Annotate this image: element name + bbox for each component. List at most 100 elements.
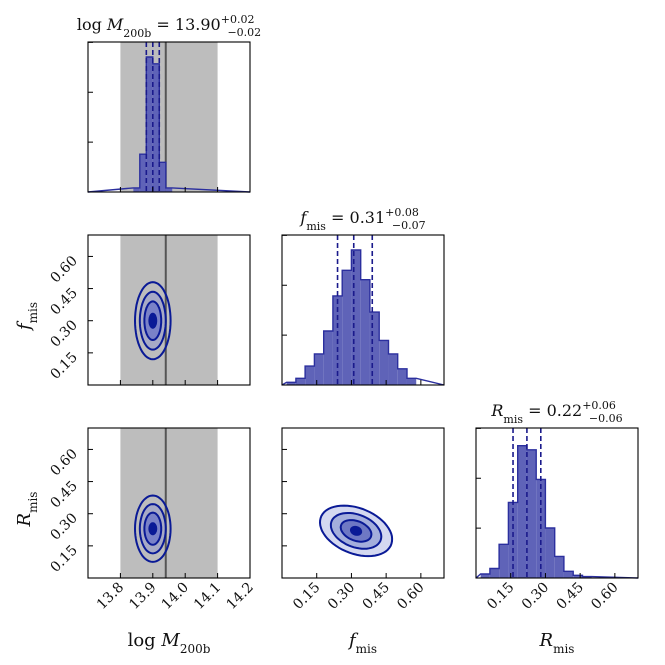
title-err-plus: +0.06 [582,399,616,412]
hist-bar [351,250,361,385]
hist-bar [295,378,306,385]
y-axis-label: Rmis [14,492,40,528]
contour-level [350,525,363,536]
hist-bar [314,353,324,385]
y-tick-label: 0.45 [47,285,80,318]
contour-panel-logM-Rmis [87,427,251,579]
title-err-plus: +0.02 [221,13,255,26]
title-err-plus: +0.08 [385,206,419,219]
title-subscript: mis [306,220,326,233]
hist-bar [489,568,500,578]
panel-frame [475,427,639,579]
x-tick-label: 13.9 [126,580,159,613]
title-equals: = [151,15,175,34]
contour-level [148,312,158,329]
axis-label-subscript: mis [553,642,574,656]
contour-panel-logM-fmis [87,234,251,386]
axis-label-prefix: log [128,630,162,651]
panel-frame [281,234,445,386]
x-tick-label: 14.1 [191,580,224,613]
panel-title: log M200b = 13.90+0.02 −0.02 [77,13,261,40]
title-err-minus: −0.07 [392,219,426,232]
title-median: 0.22 [547,401,583,420]
prior-band [120,42,218,192]
hist-bar [286,382,296,385]
title-err-minus: −0.06 [589,412,623,425]
title-median: 13.90 [175,15,221,34]
x-tick-label: 0.30 [325,580,358,613]
x-tick-label: 14.0 [159,580,192,613]
x-axis-label: fmis [347,630,377,656]
panel-frame [87,234,251,386]
hist-bar [165,187,173,192]
hist-bar [305,366,315,385]
axis-label-subscript: mis [26,492,40,513]
axis-label-symbol: R [14,513,35,528]
hist-bar [159,162,166,192]
y-axis-label: fmis [14,302,40,332]
hist-bar [573,575,583,578]
hist-bar [397,368,407,385]
x-tick-label: 0.60 [394,580,427,613]
title-equals: = [326,208,350,227]
title-symbol: R [490,401,503,420]
panel-title: Rmis = 0.22+0.06 −0.06 [490,399,622,426]
x-axis-label: Rmis [539,630,575,656]
y-tick-label: 0.15 [47,349,80,382]
y-tick-label: 0.15 [47,542,80,575]
title-subscript: mis [503,413,523,426]
hist-outline [281,249,445,386]
hist-panel-logM: log M200b = 13.90+0.02 −0.02 [77,13,261,193]
x-tick-label: 13.8 [94,580,127,613]
contour-level [133,281,172,361]
hist-bar [480,573,490,578]
title-symbol: f [299,208,309,227]
y-tick-label: 0.60 [47,253,80,286]
hist-bar [152,63,160,192]
panel-frame [87,427,251,579]
hist-bar [360,279,370,385]
hist-panel-Rmis: Rmis = 0.22+0.06 −0.06 [475,399,639,579]
hist-bar [146,57,153,192]
hist-bar [517,445,527,578]
axis-label-symbol: R [539,630,554,651]
prior-band [120,428,218,578]
hist-bar [499,544,509,578]
title-symbol: M [106,15,124,34]
hist-panel-fmis: fmis = 0.31+0.08 −0.07 [281,206,445,386]
hist-bar [526,449,537,578]
contour-level [148,522,158,536]
title-subscript: 200b [123,27,151,40]
hist-bar [545,528,555,578]
hist-bar [139,154,147,192]
hist-bar [323,331,333,385]
y-tick-label: 0.30 [47,510,80,543]
hist-bar [342,270,352,385]
x-tick-label: 0.30 [519,580,552,613]
panel-frame [281,427,445,579]
contour-panel-fmis-Rmis [281,427,445,579]
hist-bar [133,187,140,192]
hist-bar [563,571,574,578]
axis-label-subscript: mis [356,642,377,656]
x-axis-label: log M200b [128,630,211,656]
x-tick-label: 0.45 [360,580,393,613]
title-err-minus: −0.02 [227,26,261,39]
title-median: 0.31 [350,208,386,227]
axis-label-symbol: M [160,630,180,651]
hist-bar [406,378,417,385]
x-tick-label: 0.45 [554,580,587,613]
panel-frame [87,41,251,193]
axis-label-subscript: mis [26,302,40,323]
hist-bar [554,556,564,578]
y-tick-label: 0.60 [47,446,80,479]
hist-bar [379,340,389,385]
title-prefix: log [77,15,107,34]
contour-level [133,494,172,563]
y-tick-label: 0.30 [47,317,80,350]
panel-title: fmis = 0.31+0.08 −0.07 [299,206,425,233]
x-tick-label: 0.60 [588,580,621,613]
hist-bar [369,312,380,385]
hist-bar [388,353,398,385]
